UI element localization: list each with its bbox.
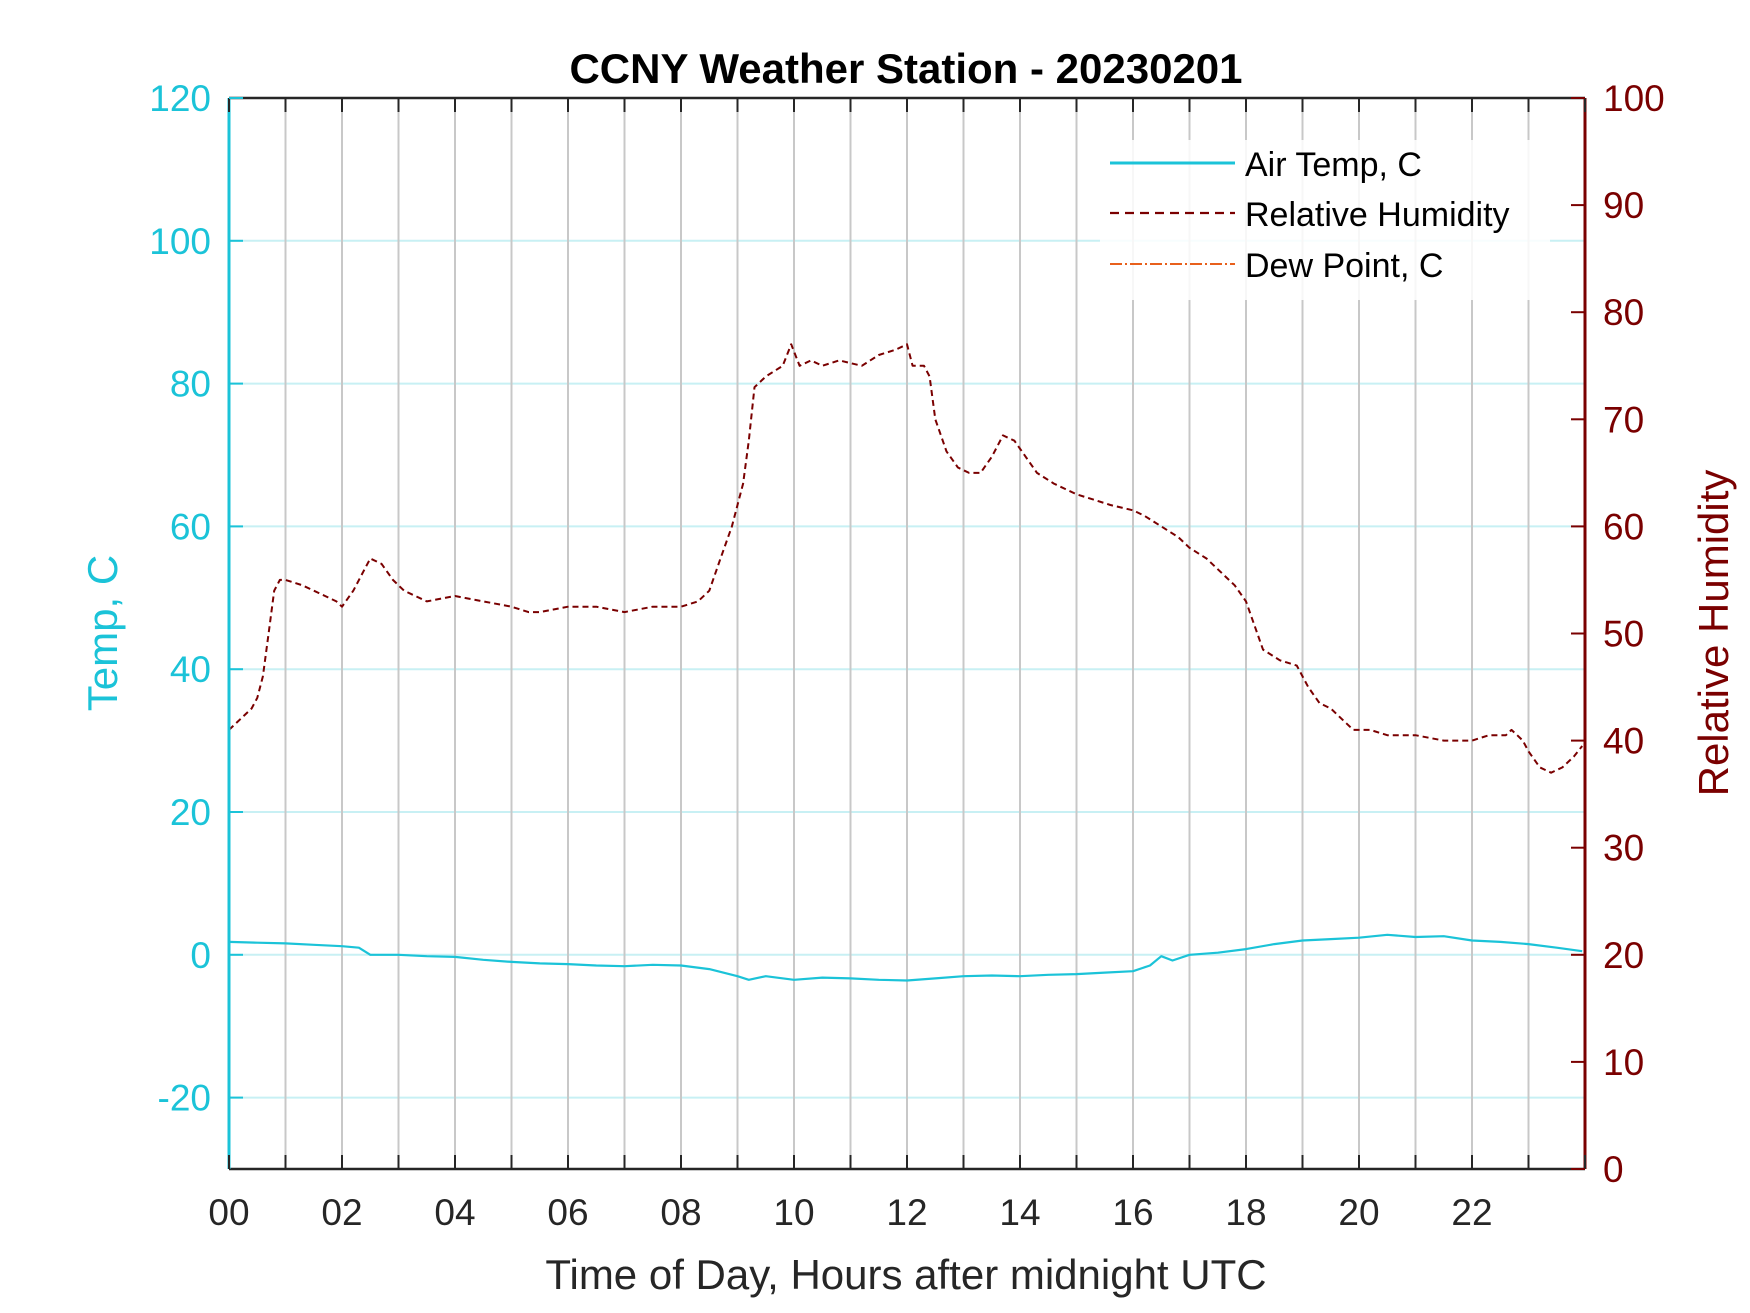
legend-label-relative-humidity: Relative Humidity	[1245, 196, 1510, 234]
y-right-tick-label: 50	[1603, 614, 1644, 655]
y-left-tick-label: 20	[170, 792, 211, 833]
y-right-tick-label: 40	[1603, 721, 1644, 762]
x-tick-label: 12	[886, 1192, 927, 1233]
legend-label-air-temp: Air Temp, C	[1245, 146, 1422, 184]
x-axis-label: Time of Day, Hours after midnight UTC	[545, 1251, 1266, 1298]
y-right-tick-label: 70	[1603, 399, 1644, 440]
x-tick-label: 14	[999, 1192, 1040, 1233]
grid-lines	[229, 97, 1585, 1169]
x-tick-label: 00	[208, 1192, 249, 1233]
x-tick-label: 04	[434, 1192, 475, 1233]
legend-box	[1100, 140, 1550, 300]
air-temp-c-line	[228, 933, 1583, 982]
y-right-tick-label: 30	[1603, 828, 1644, 869]
y-right-tick-label: 80	[1603, 292, 1644, 333]
relative-humidity-line	[228, 343, 1583, 774]
y-right-tick-label: 20	[1603, 935, 1644, 976]
y-right-tick-label: 60	[1603, 506, 1644, 547]
y-right-tick-label: 100	[1603, 78, 1665, 119]
x-tick-label: 06	[547, 1192, 588, 1233]
y-right-tick-label: 90	[1603, 185, 1644, 226]
x-tick-label: 16	[1112, 1192, 1153, 1233]
tick-marks: 00 02 04 06 08 10 12 14 16 18 20 22-200204060801001…	[149, 78, 1664, 1233]
data-series	[228, 343, 1583, 982]
y-left-tick-label: 120	[149, 78, 211, 119]
x-tick-label: 18	[1225, 1192, 1266, 1233]
y-axis-left-label: Temp, C	[79, 555, 126, 711]
x-tick-label: 02	[321, 1192, 362, 1233]
legend: Air Temp, C Relative Humidity Dew Point,…	[1100, 140, 1550, 300]
y-left-tick-label: 60	[170, 506, 211, 547]
y-left-tick-label: 80	[170, 364, 211, 405]
x-tick-label: 10	[773, 1192, 814, 1233]
chart-title: CCNY Weather Station - 20230201	[569, 45, 1242, 92]
x-tick-label: 08	[660, 1192, 701, 1233]
y-left-tick-label: -20	[158, 1078, 211, 1119]
legend-label-dew-point: Dew Point, C	[1245, 247, 1443, 285]
y-right-tick-label: 0	[1603, 1149, 1624, 1190]
y-left-tick-label: 0	[190, 935, 211, 976]
y-axis-right-label: Relative Humidity	[1690, 470, 1737, 797]
x-tick-label: 22	[1451, 1192, 1492, 1233]
y-right-tick-label: 10	[1603, 1042, 1644, 1083]
y-left-tick-label: 100	[149, 221, 211, 262]
y-left-tick-label: 40	[170, 649, 211, 690]
x-tick-label: 20	[1338, 1192, 1379, 1233]
